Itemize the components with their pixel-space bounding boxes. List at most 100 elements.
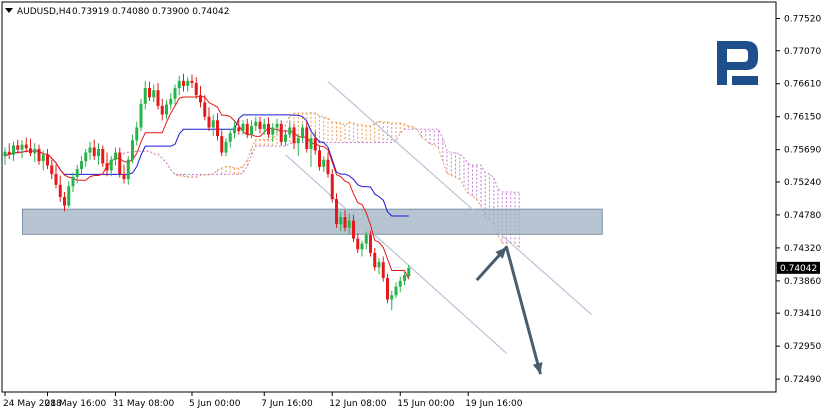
candle-body [360, 243, 364, 250]
candle [41, 150, 45, 171]
chart-symbol-timeframe: AUDUSD,H4 [17, 7, 72, 17]
candle [135, 121, 139, 146]
candle-body [12, 145, 15, 155]
candle-body [54, 174, 58, 185]
candle [131, 134, 134, 164]
time-tick-label: 15 Jun 00:00 [397, 399, 454, 409]
candle-body [67, 186, 71, 206]
candle-body [165, 104, 168, 115]
candle [173, 84, 177, 105]
chart-ohlc-values: 0.73919 0.74080 0.73900 0.74042 [72, 7, 229, 17]
candle [194, 77, 198, 99]
candle-body [258, 121, 262, 129]
current-price-marker [777, 261, 820, 274]
candle [50, 159, 54, 180]
candle-body [377, 262, 381, 268]
candle-body [101, 148, 105, 164]
price-tick-label: 0.75240 [784, 178, 821, 188]
candle [71, 172, 75, 192]
candle [165, 100, 168, 119]
time-tick-label: 31 May 08:00 [113, 399, 175, 409]
candle [241, 120, 245, 135]
candle-body [105, 163, 109, 171]
candle-body [398, 280, 402, 287]
candle [356, 233, 360, 253]
candle [203, 95, 207, 121]
candle-body [199, 95, 202, 103]
candle-body [190, 80, 194, 84]
candle [326, 152, 330, 178]
candle [245, 118, 249, 139]
resistance-zone[interactable] [22, 208, 603, 235]
candle-body [182, 80, 185, 86]
candle [296, 134, 300, 157]
candle [403, 272, 406, 286]
candle-body [33, 148, 37, 154]
candle [288, 121, 292, 139]
candle-body [84, 152, 88, 162]
candle [352, 214, 355, 243]
plot-area [1, 1, 777, 393]
time-tick-label: 5 Jun 00:00 [189, 399, 241, 409]
candle-body [271, 127, 275, 135]
candle [211, 114, 215, 137]
candle-body [364, 234, 368, 244]
candle [148, 81, 151, 101]
candle-body [118, 152, 122, 175]
candle-body [250, 126, 253, 135]
current-price-label: 0.74042 [780, 264, 817, 274]
time-tick-label: 12 Jun 08:00 [329, 399, 386, 409]
kijun-sen-line [4, 114, 409, 217]
candle-body [41, 154, 45, 162]
candle-body [177, 80, 181, 89]
channel-lower-line[interactable] [285, 154, 507, 354]
candle [271, 123, 275, 142]
candle [373, 247, 377, 271]
candle-body [313, 138, 317, 151]
price-tick-label: 0.77520 [784, 14, 821, 24]
candle-body [63, 197, 66, 206]
candle [58, 175, 62, 203]
time-tick-label: 7 Jun 16:00 [261, 399, 313, 409]
candle-body [207, 116, 211, 128]
candle-body [75, 169, 79, 177]
candles [3, 73, 411, 311]
candle [224, 138, 228, 157]
candle-body [109, 159, 113, 171]
candle [109, 156, 113, 177]
candle-body [233, 127, 236, 134]
channel-upper-line[interactable] [327, 81, 592, 316]
candle [292, 123, 296, 149]
candle [24, 137, 28, 153]
candle [46, 148, 49, 170]
candle-body [3, 151, 7, 157]
price-tick-label: 0.77070 [784, 47, 821, 57]
candle-body [24, 144, 28, 149]
candle-body [275, 123, 279, 128]
candle [3, 147, 7, 165]
candle-body [156, 90, 160, 106]
candle-body [20, 144, 24, 150]
candle-body [220, 136, 224, 153]
candle [139, 98, 143, 132]
axes: 0.77520 0.77070 0.76610 0.76150 0.75690 0.752… [3, 14, 821, 409]
candle [84, 148, 88, 167]
price-tick-label: 0.72950 [784, 342, 821, 352]
candle [233, 121, 236, 139]
price-tick-label: 0.75690 [784, 146, 821, 156]
candle [386, 273, 389, 304]
dropdown-triangle-icon[interactable] [5, 8, 13, 13]
candle [381, 256, 385, 282]
candle [20, 140, 24, 159]
candle [182, 73, 185, 92]
price-tick-label: 0.74320 [784, 244, 821, 254]
candle [92, 139, 96, 160]
candle-body [390, 295, 394, 300]
candle-body [279, 123, 283, 142]
candle [330, 169, 334, 203]
candle-body [326, 159, 330, 175]
candle-body [139, 103, 143, 128]
candle [390, 290, 394, 311]
candle [156, 83, 160, 110]
